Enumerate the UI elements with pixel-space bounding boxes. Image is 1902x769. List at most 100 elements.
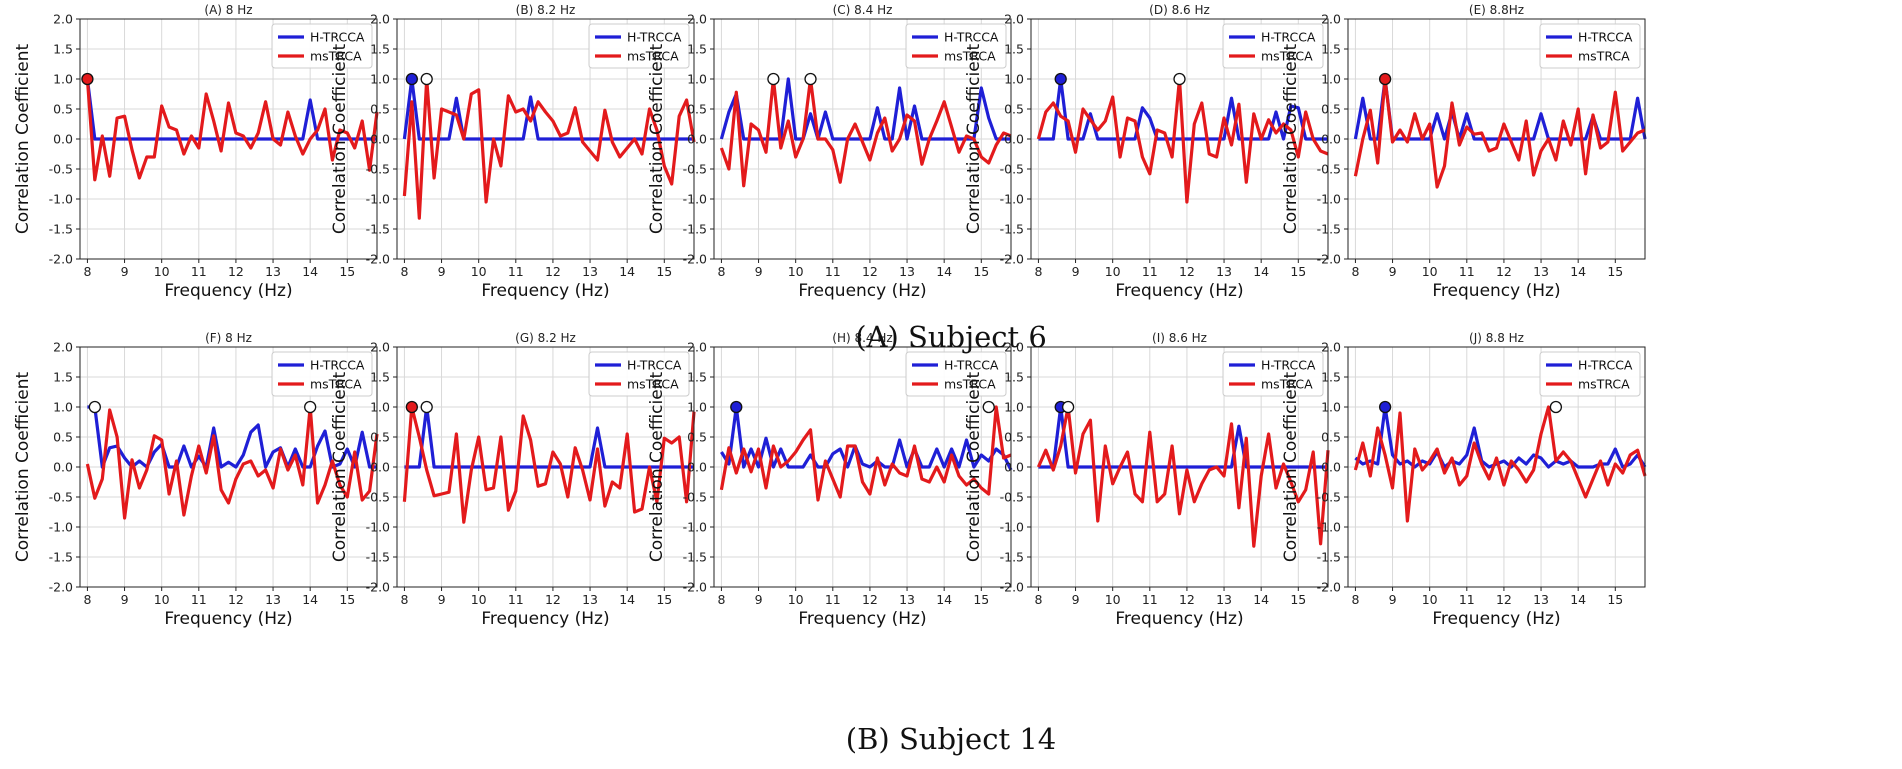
x-tick-label: 12 bbox=[1179, 592, 1195, 607]
x-tick-label: 15 bbox=[1290, 592, 1306, 607]
x-tick-label: 9 bbox=[438, 592, 446, 607]
x-tick-label: 10 bbox=[1105, 264, 1121, 279]
peak-marker-hollow bbox=[420, 400, 433, 414]
y-tick-label: 1.5 bbox=[370, 370, 390, 385]
peak-marker-hollow bbox=[304, 400, 317, 414]
y-tick-label: 0.5 bbox=[1004, 430, 1024, 445]
y-tick-label: -2.0 bbox=[1000, 252, 1024, 267]
x-tick-label: 10 bbox=[1105, 592, 1121, 607]
legend-label: H-TRCCA bbox=[1578, 30, 1633, 45]
x-tick-label: 8 bbox=[1351, 264, 1359, 279]
chart-panel-3: 8 9 10 11 12 13 14 15 -2.0 -1.5 -1.0 -0.5 0.0 0.5 1.0 1… bbox=[964, 3, 1329, 301]
legend-label: msTRCA bbox=[944, 49, 996, 64]
caption-text-b: Subject 14 bbox=[898, 722, 1057, 756]
y-tick-label: 1.0 bbox=[1004, 72, 1024, 87]
chart-panel-0: 8 9 10 11 12 13 14 15 -2.0 -1.5 -1.0 -0.5 0.0 0.5 1.0 1… bbox=[13, 3, 379, 301]
x-tick-label: 9 bbox=[438, 264, 446, 279]
y-tick-label: -2.0 bbox=[683, 580, 707, 595]
y-tick-label: 2.0 bbox=[687, 12, 707, 27]
chart-title: (E) 8.8Hz bbox=[1469, 3, 1524, 17]
legend: H-TRCCA msTRCA bbox=[588, 351, 690, 397]
y-tick-label: 0.0 bbox=[53, 460, 73, 475]
y-tick-label: -1.0 bbox=[1000, 192, 1024, 207]
x-tick-label: 12 bbox=[862, 264, 878, 279]
x-tick-label: 10 bbox=[1422, 264, 1438, 279]
x-tick-label: 11 bbox=[1459, 264, 1475, 279]
x-axis-label: Frequency (Hz) bbox=[481, 281, 609, 301]
y-tick-label: -1.5 bbox=[683, 550, 707, 565]
x-tick-label: 14 bbox=[1570, 592, 1586, 607]
y-tick-label: -0.5 bbox=[1000, 490, 1024, 505]
y-tick-label: 0.0 bbox=[687, 460, 707, 475]
series-line-h-trcca bbox=[719, 77, 1011, 141]
chart-panel-2: 8 9 10 11 12 13 14 15 -2.0 -1.5 -1.0 -0.5 0.0 0.5 1.0 1… bbox=[647, 3, 1012, 301]
y-tick-label: -1.0 bbox=[683, 192, 707, 207]
legend-label: msTRCA bbox=[627, 377, 679, 392]
x-tick-label: 15 bbox=[339, 264, 355, 279]
chart-panel-5: 8 9 10 11 12 13 14 15 -2.0 -1.5 -1.0 -0.5 0.0 0.5 1.0 1… bbox=[13, 331, 379, 629]
caption-label-b: (B) bbox=[845, 722, 890, 756]
chart-title: (H) 8.4 Hz bbox=[832, 331, 892, 345]
x-tick-label: 8 bbox=[1034, 592, 1042, 607]
y-tick-label: 1.5 bbox=[1321, 42, 1341, 57]
y-tick-label: 1.5 bbox=[1004, 370, 1024, 385]
peak-marker-filled bbox=[405, 400, 419, 414]
chart-title: (A) 8 Hz bbox=[204, 3, 252, 17]
y-tick-label: 0.5 bbox=[1004, 102, 1024, 117]
x-tick-label: 12 bbox=[862, 592, 878, 607]
x-tick-label: 14 bbox=[619, 264, 635, 279]
y-tick-label: -0.5 bbox=[49, 490, 73, 505]
y-tick-label: -1.0 bbox=[1317, 192, 1341, 207]
y-tick-label: 2.0 bbox=[1004, 12, 1024, 27]
peak-marker-filled bbox=[1054, 72, 1067, 86]
y-tick-label: 0.5 bbox=[1321, 430, 1341, 445]
peak-marker-filled bbox=[1378, 72, 1392, 86]
y-tick-label: 0.5 bbox=[687, 430, 707, 445]
x-tick-label: 11 bbox=[191, 592, 207, 607]
legend: H-TRCCA msTRCA bbox=[905, 23, 1007, 69]
x-tick-label: 10 bbox=[788, 592, 804, 607]
y-tick-label: 0.0 bbox=[53, 132, 73, 147]
x-tick-label: 8 bbox=[400, 592, 408, 607]
x-tick-label: 13 bbox=[1533, 264, 1549, 279]
y-tick-label: 1.5 bbox=[53, 370, 73, 385]
chart-panel-1: 8 9 10 11 12 13 14 15 -2.0 -1.5 -1.0 -0.5 0.0 0.5 1.0 1… bbox=[330, 3, 696, 301]
legend: H-TRCCA msTRCA bbox=[271, 351, 373, 397]
legend-label: H-TRCCA bbox=[627, 358, 682, 373]
x-tick-label: 13 bbox=[1533, 592, 1549, 607]
y-tick-label: 2.0 bbox=[1321, 340, 1341, 355]
peak-marker-hollow bbox=[982, 400, 995, 414]
y-tick-label: -1.0 bbox=[366, 520, 390, 535]
chart-title: (I) 8.6 Hz bbox=[1152, 331, 1207, 345]
y-axis-label: Correlation Coefficient bbox=[647, 44, 667, 235]
y-tick-label: 1.0 bbox=[53, 400, 73, 415]
x-tick-label: 9 bbox=[755, 592, 763, 607]
chart-title: (F) 8 Hz bbox=[205, 331, 252, 345]
x-tick-label: 8 bbox=[717, 264, 725, 279]
x-tick-label: 13 bbox=[265, 592, 281, 607]
legend-label: msTRCA bbox=[1578, 49, 1630, 64]
series-line-mstrca bbox=[1353, 405, 1647, 523]
peak-marker-filled bbox=[81, 72, 94, 86]
y-tick-label: -1.5 bbox=[1000, 550, 1024, 565]
y-tick-label: -0.5 bbox=[1000, 162, 1024, 177]
series-line-mstrca bbox=[1353, 77, 1646, 189]
peak-marker-hollow bbox=[1061, 400, 1075, 414]
y-tick-label: 2.0 bbox=[370, 340, 390, 355]
x-tick-label: 14 bbox=[302, 592, 318, 607]
y-tick-label: 2.0 bbox=[53, 340, 73, 355]
x-tick-label: 12 bbox=[228, 264, 244, 279]
y-axis-label: Correlation Coefficient bbox=[964, 372, 984, 563]
x-tick-label: 14 bbox=[302, 264, 318, 279]
y-axis-label: Correlation Coefficient bbox=[13, 372, 33, 563]
caption-subject-6: (A) Subject 6 bbox=[751, 320, 1151, 354]
y-axis-label: Correlation Coefficient bbox=[330, 372, 350, 563]
x-tick-label: 12 bbox=[1496, 592, 1512, 607]
x-tick-label: 11 bbox=[508, 264, 524, 279]
x-tick-label: 9 bbox=[1389, 592, 1397, 607]
legend: H-TRCCA msTRCA bbox=[588, 23, 690, 69]
x-tick-label: 8 bbox=[83, 592, 91, 607]
y-tick-label: -1.0 bbox=[1317, 520, 1341, 535]
x-tick-label: 15 bbox=[1607, 264, 1623, 279]
y-tick-label: 1.0 bbox=[370, 72, 390, 87]
